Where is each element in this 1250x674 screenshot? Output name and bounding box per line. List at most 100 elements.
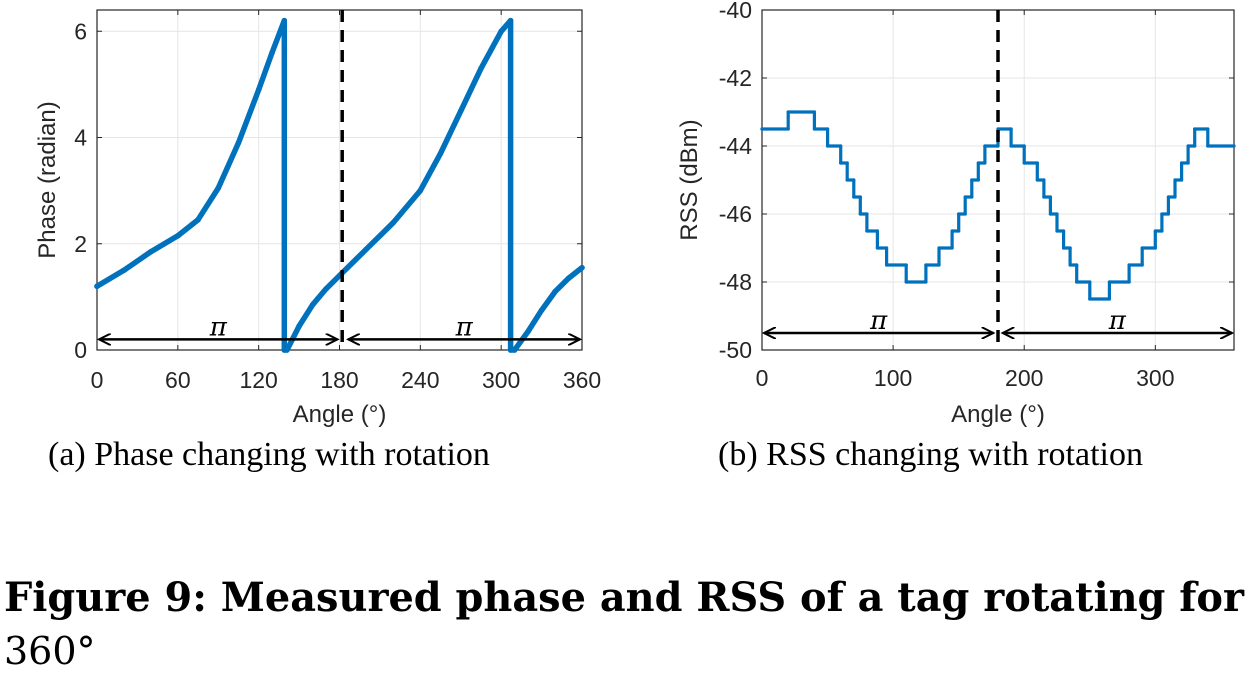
data-point	[1009, 144, 1013, 148]
y-tick-label: 2	[74, 231, 87, 257]
data-point	[507, 347, 514, 353]
data-point	[255, 86, 262, 93]
chart-phase: 0 60 120 180 240 300 360 0 2 4 6 Angle (°) Phase (ra…	[34, 9, 601, 428]
data-point	[852, 195, 856, 199]
data-point	[937, 246, 941, 250]
data-point	[825, 144, 830, 148]
x-tick-label: 120	[239, 367, 277, 393]
data-point	[1048, 195, 1053, 199]
data-point	[996, 127, 1000, 131]
span-label: π	[455, 312, 474, 342]
data-point	[284, 347, 290, 353]
x-tick-label: 0	[756, 365, 769, 391]
x-tick-label: 0	[91, 367, 104, 393]
data-point	[1193, 127, 1197, 131]
data-point	[970, 178, 974, 182]
data-point	[579, 264, 585, 271]
data-point	[148, 248, 154, 255]
x-tick-label: 300	[1136, 365, 1174, 391]
data-point	[875, 229, 879, 233]
data-point	[884, 246, 889, 250]
data-point	[552, 288, 558, 295]
data-point	[1166, 212, 1171, 216]
data-point	[825, 127, 830, 131]
data-point	[1179, 161, 1184, 165]
data-point	[1127, 280, 1131, 284]
data-point	[845, 161, 849, 165]
data-point	[865, 229, 869, 233]
data-point	[963, 195, 967, 199]
x-axis-label: Angle (°)	[293, 401, 387, 428]
data-point	[970, 195, 974, 199]
data-point	[976, 178, 980, 182]
data-point	[996, 144, 1000, 148]
data-point	[1173, 178, 1177, 182]
data-point	[1186, 161, 1190, 165]
data-point	[390, 219, 397, 226]
data-point	[1160, 212, 1164, 216]
data-point	[839, 161, 843, 165]
data-point	[963, 212, 967, 216]
data-point	[1035, 161, 1039, 165]
data-point	[478, 65, 484, 72]
data-point	[1173, 195, 1177, 199]
y-tick-label: -46	[719, 201, 752, 227]
data-point	[760, 127, 764, 131]
caption-phase: (a) Phase changing with rotation	[48, 436, 490, 473]
data-point	[976, 161, 980, 165]
data-point	[1107, 297, 1112, 301]
data-point	[865, 212, 869, 216]
x-tick-label: 200	[1005, 365, 1043, 391]
data-point	[1035, 178, 1039, 182]
data-point	[1232, 144, 1236, 148]
data-point	[1061, 229, 1066, 233]
data-point	[812, 110, 817, 114]
figure-title: Figure 9: Measured phase and RSS of a ta…	[4, 574, 1245, 621]
data-point	[858, 212, 862, 216]
data-point	[323, 286, 329, 292]
data-point	[121, 267, 127, 274]
caption-rss: (b) RSS changing with rotation	[718, 436, 1143, 473]
x-tick-label: 360	[563, 367, 601, 393]
data-point	[1153, 229, 1157, 233]
data-point	[1179, 178, 1184, 182]
data-point	[1140, 246, 1144, 250]
data-point	[1022, 144, 1026, 148]
y-tick-label: 6	[74, 18, 87, 44]
data-point	[957, 212, 961, 216]
y-tick-label: -48	[719, 269, 752, 295]
y-tick-label: -44	[719, 133, 752, 159]
data-point	[437, 150, 444, 157]
data-point	[1186, 144, 1190, 148]
data-point	[1068, 246, 1072, 250]
y-axis-label: Phase (radian)	[34, 101, 61, 258]
data-point	[1055, 212, 1059, 216]
span-label: π	[209, 312, 228, 342]
data-point	[363, 246, 370, 252]
data-point	[858, 195, 862, 199]
data-point	[786, 127, 790, 131]
data-point	[281, 17, 288, 24]
data-point	[983, 161, 987, 165]
data-point	[269, 49, 275, 56]
x-tick-label: 180	[320, 367, 358, 393]
data-point	[884, 263, 889, 267]
span-label: π	[1108, 306, 1127, 336]
data-point	[94, 283, 100, 289]
data-point	[309, 302, 316, 308]
data-point	[538, 307, 545, 313]
data-point	[904, 280, 908, 284]
data-point	[1048, 212, 1053, 216]
y-tick-label: -40	[719, 0, 752, 23]
x-tick-label: 100	[874, 365, 912, 391]
data-point	[983, 144, 987, 148]
data-point	[1022, 161, 1026, 165]
data-point	[1153, 246, 1157, 250]
data-point	[498, 28, 504, 34]
data-point	[1088, 297, 1092, 301]
chart-rss: 0 100 200 300 -40 -42 -44 -46 -48 -50 Angle (°) RSS…	[676, 0, 1236, 428]
data-point	[904, 263, 908, 267]
figure-title-continuation: 360°	[4, 629, 96, 673]
data-point	[1061, 246, 1066, 250]
